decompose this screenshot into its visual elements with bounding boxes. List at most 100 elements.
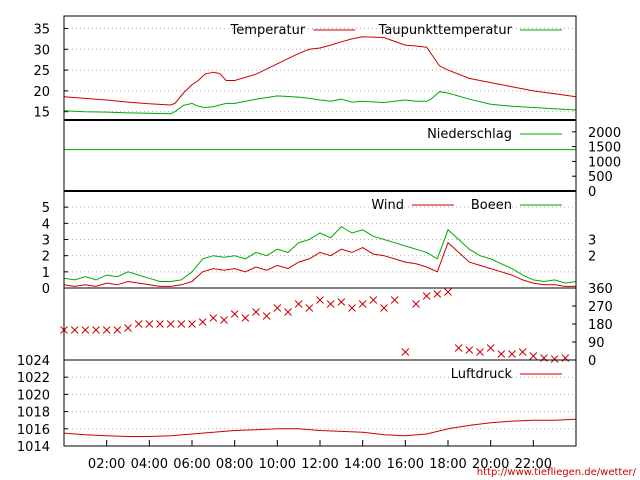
direction-mark — [134, 320, 143, 328]
x-tick-label: 02:00 — [88, 457, 125, 472]
x-tick-label: 10:00 — [259, 457, 296, 472]
x-tick-label: 18:00 — [429, 457, 466, 472]
direction-mark — [220, 316, 228, 324]
credit-url[interactable]: http://www.tiefliegen.de/wetter/ — [477, 467, 637, 478]
direction-mark — [550, 355, 559, 363]
y-tick-label: 3 — [42, 234, 50, 249]
direction-mark — [262, 312, 271, 320]
direction-mark — [102, 326, 111, 334]
series-line-luftdruck — [63, 418, 577, 437]
y-tick-label: 0 — [588, 185, 596, 200]
series-line-taupunkttemperatur — [63, 91, 577, 115]
y-tick-label: 1014 — [17, 440, 50, 455]
x-tick-label: 16:00 — [387, 457, 424, 472]
legend-label: Luftdruck — [451, 367, 513, 382]
direction-mark — [369, 296, 378, 304]
direction-mark — [70, 326, 79, 334]
direction-mark — [390, 296, 399, 304]
direction-mark — [476, 348, 484, 356]
y-tick-label: 1022 — [17, 371, 50, 386]
y-tick-label: 180 — [588, 318, 613, 333]
y-tick-label: 270 — [588, 300, 613, 315]
y-tick-label: 1 — [42, 266, 50, 281]
x-tick-label: 06:00 — [173, 457, 210, 472]
y-tick-label: 30 — [33, 43, 50, 58]
direction-mark — [486, 344, 495, 352]
direction-mark — [497, 350, 506, 358]
panel-wind-direction: 0 90 180 270 360 — [60, 282, 613, 369]
y-tick-label: 1500 — [588, 141, 621, 156]
direction-mark — [166, 320, 175, 328]
direction-mark — [422, 292, 431, 300]
x-axis-ticks: 02:00 04:00 06:00 08:00 10:00 12:00 14:00 16:00… — [88, 440, 552, 472]
direction-mark — [412, 300, 420, 308]
direction-mark — [529, 352, 538, 360]
x-tick-label: 12:00 — [301, 457, 338, 472]
y-tick-label: 0 — [588, 354, 596, 369]
series-line-temperatur — [63, 36, 577, 106]
direction-mark — [326, 300, 335, 308]
direction-mark — [380, 304, 388, 312]
direction-mark — [156, 320, 164, 328]
direction-mark — [337, 298, 346, 306]
direction-mark — [518, 348, 527, 356]
y-tick-label: 1016 — [17, 423, 50, 438]
direction-mark — [444, 288, 452, 296]
legend-label: Niederschlag — [427, 127, 512, 142]
legend-label: Temperatur — [230, 23, 306, 38]
direction-mark — [465, 346, 474, 354]
x-tick-label: 08:00 — [216, 457, 253, 472]
y-tick-label: 4 — [42, 217, 50, 232]
direction-mark — [81, 326, 90, 334]
direction-mark — [273, 304, 282, 312]
panel-temperature: 15 20 25 30 35 Taupunkttemperatur Temperatur — [33, 15, 577, 121]
direction-mark — [113, 326, 122, 334]
direction-mark — [145, 320, 154, 328]
direction-mark — [198, 318, 207, 326]
y-tick-label: 90 — [588, 336, 605, 351]
direction-mark — [316, 296, 324, 304]
direction-mark — [92, 326, 100, 334]
x-tick-label: 04:00 — [131, 457, 168, 472]
y-tick-label: 1018 — [17, 406, 50, 421]
direction-mark — [252, 308, 260, 316]
y-tick-label: 500 — [588, 170, 613, 185]
series-line-wind — [63, 241, 576, 287]
x-tick-label: 20:00 — [472, 457, 509, 472]
x-tick-label: 14:00 — [344, 457, 381, 472]
direction-mark — [433, 290, 442, 298]
direction-mark — [305, 304, 314, 312]
direction-mark — [124, 324, 132, 332]
direction-mark — [294, 300, 303, 308]
direction-mark — [177, 320, 186, 328]
panel-pressure: 1014 1016 1018 1020 1022 1024 Luftdruck — [17, 354, 577, 455]
direction-mark — [454, 344, 463, 352]
direction-mark — [209, 314, 218, 322]
y-tick-label-right: 3 — [588, 234, 596, 249]
direction-mark — [230, 310, 239, 318]
y-tick-label: 1000 — [588, 155, 621, 170]
legend-label: Wind — [371, 198, 404, 213]
legend-label: Boeen — [471, 198, 512, 213]
direction-mark — [188, 320, 196, 328]
y-tick-label: 1024 — [17, 354, 50, 369]
y-tick-label: 35 — [33, 22, 50, 37]
y-tick-label-right: 2 — [588, 250, 596, 265]
direction-mark — [348, 304, 356, 312]
panel-frame — [63, 287, 577, 361]
legend-label: Taupunkttemperatur — [378, 23, 513, 38]
y-tick-label: 2 — [42, 250, 50, 265]
direction-mark — [401, 348, 410, 356]
y-tick-label: 15 — [33, 106, 50, 121]
y-tick-label: 5 — [42, 201, 50, 216]
y-tick-label: 20 — [33, 85, 50, 100]
y-tick-label: 360 — [588, 282, 613, 297]
direction-mark — [358, 300, 367, 308]
series-line-boeen — [63, 225, 577, 284]
y-tick-label: 2000 — [588, 126, 621, 141]
y-tick-label: 0 — [42, 282, 50, 297]
